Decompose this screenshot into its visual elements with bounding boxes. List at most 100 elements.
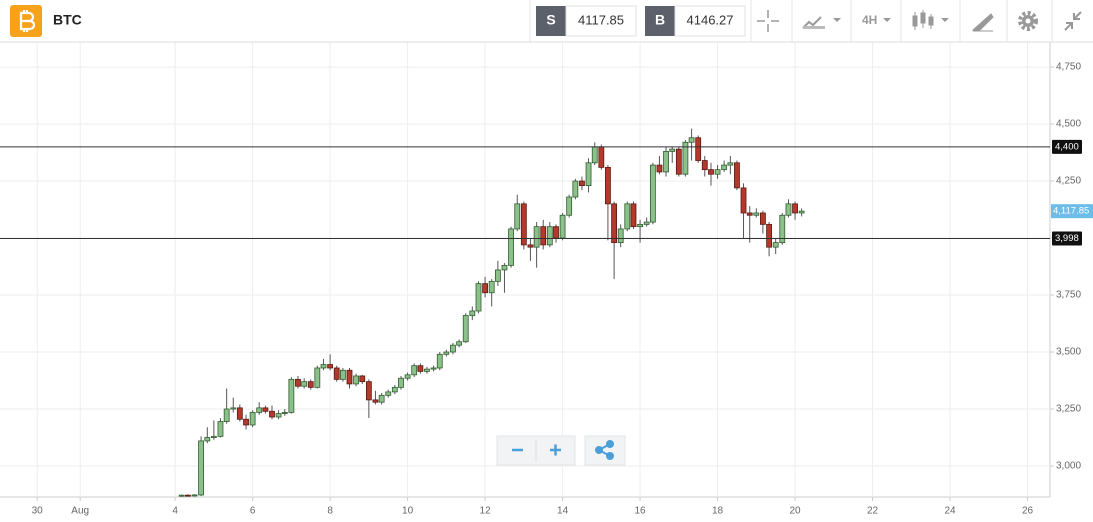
candle <box>450 342 456 355</box>
candle-body <box>605 166 611 205</box>
timeframe[interactable]: 4H <box>862 13 877 27</box>
candle-body <box>488 280 495 294</box>
buy-price: 4146.27 <box>687 12 734 27</box>
candle-body <box>649 164 656 223</box>
candle-body <box>424 368 430 372</box>
sell-button[interactable] <box>536 6 566 36</box>
crosshair-button[interactable] <box>757 10 779 32</box>
price-level-label: 3,998 <box>1055 233 1079 244</box>
candle-body <box>585 162 592 187</box>
candle-body <box>695 137 702 161</box>
candle <box>223 388 230 424</box>
candle <box>185 494 191 497</box>
timeframe-caret <box>883 18 891 22</box>
candle-body <box>727 162 734 166</box>
candle <box>301 378 308 389</box>
settings-button[interactable] <box>1018 11 1038 31</box>
x-tick-label: 6 <box>250 506 256 517</box>
buy-button[interactable] <box>645 6 675 36</box>
candle <box>759 210 766 234</box>
x-tick-label: Aug <box>71 506 89 517</box>
candle <box>753 208 760 218</box>
share-button[interactable] <box>595 440 614 460</box>
candle <box>508 226 514 268</box>
y-tick-label: 4,750 <box>1056 62 1081 73</box>
candle-body <box>314 367 321 388</box>
candle-body <box>372 399 379 403</box>
plot-area: 3,0003,2503,5003,7504,0004,2504,5004,750… <box>0 42 1093 517</box>
collapse-button[interactable] <box>1064 11 1082 31</box>
candle-body <box>546 226 553 246</box>
candle-style-button[interactable] <box>912 10 949 30</box>
candle-body <box>637 223 643 228</box>
draw-tool-button[interactable] <box>971 13 994 32</box>
sell-price-box[interactable] <box>565 5 637 37</box>
buy-price-box[interactable] <box>674 5 746 37</box>
candle <box>501 263 508 293</box>
candle <box>746 206 753 243</box>
candle-body <box>779 214 786 244</box>
candle <box>198 436 204 497</box>
candle-body <box>249 412 256 426</box>
candle-body <box>191 494 198 497</box>
candle <box>436 352 443 371</box>
candle <box>327 354 334 371</box>
symbol[interactable]: BTC <box>53 12 82 28</box>
candle <box>249 410 256 428</box>
candle <box>178 494 185 497</box>
y-tick-label: 3,250 <box>1056 404 1081 415</box>
candle-body <box>243 418 249 426</box>
candle-body <box>269 410 275 418</box>
candle <box>695 135 702 163</box>
candle-body <box>540 226 547 246</box>
candle-body <box>611 203 618 244</box>
candle-body <box>579 180 585 187</box>
candle-body <box>501 264 508 271</box>
candle <box>314 365 321 389</box>
candle <box>230 397 237 413</box>
candle-body <box>275 413 282 418</box>
candle <box>482 276 488 298</box>
candle-body <box>675 148 682 175</box>
zoom-in-button[interactable] <box>550 444 561 456</box>
candle-body <box>204 437 211 442</box>
y-tick-label: 3,500 <box>1056 347 1081 358</box>
candle-body <box>450 344 456 353</box>
candle <box>533 222 540 268</box>
candle <box>378 393 385 405</box>
x-tick-label: 30 <box>32 506 44 517</box>
candle <box>204 427 211 444</box>
candle-body <box>236 407 243 420</box>
candle-body <box>378 394 385 403</box>
candle-body <box>301 381 308 387</box>
candle-body <box>630 203 637 228</box>
candle <box>566 194 573 218</box>
candle <box>256 402 263 415</box>
candle-body <box>346 369 353 385</box>
candle-body <box>721 164 728 171</box>
candle <box>527 238 534 261</box>
chart-type-button[interactable] <box>802 16 841 29</box>
candle <box>339 367 346 382</box>
candle <box>688 128 695 161</box>
candle-body <box>430 367 437 370</box>
candle-body <box>772 242 779 248</box>
candle-body <box>281 412 288 414</box>
candle-body <box>792 203 798 214</box>
candle-body <box>494 269 501 282</box>
candle-body <box>746 212 753 216</box>
candle-body <box>656 164 663 173</box>
candle <box>346 367 353 389</box>
candle <box>585 158 592 193</box>
candle-body <box>598 146 605 168</box>
x-tick-label: 14 <box>557 506 569 517</box>
candle-body <box>753 212 760 216</box>
candle <box>708 162 714 186</box>
share-panel <box>584 435 626 466</box>
candle <box>734 160 740 191</box>
candle-body <box>307 381 314 388</box>
candle-body <box>456 341 463 346</box>
last-price-tag <box>1051 204 1093 219</box>
candle-body <box>327 364 334 369</box>
